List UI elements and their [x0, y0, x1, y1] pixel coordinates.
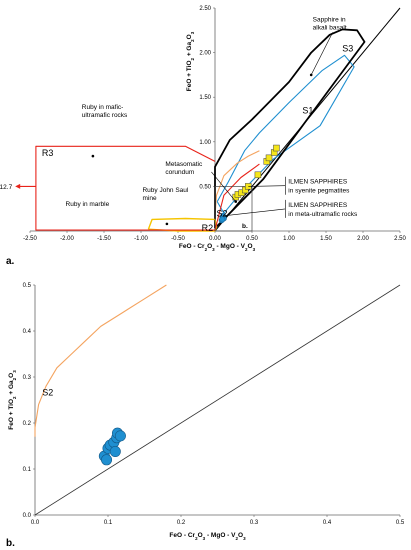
- field-s2: [214, 150, 260, 216]
- data-point-circle: [219, 216, 226, 223]
- legend-text: ILMEN SAPPHIRES: [288, 179, 348, 186]
- data-point-square: [265, 154, 273, 162]
- field-s3: [214, 28, 366, 229]
- legend-pointer: [248, 185, 286, 187]
- annotation-dot: [165, 222, 169, 226]
- x-axis-title: FeO - Cr2O3 - MgO - V2O3: [169, 532, 246, 541]
- x-tick-label: 1.50: [320, 236, 332, 242]
- zoom-box: [214, 186, 253, 232]
- annotation-text: Ruby John Saul: [142, 187, 188, 194]
- data-point-square: [273, 144, 280, 152]
- x-tick-label: -1.50: [97, 236, 111, 242]
- field-label: S3: [342, 44, 353, 54]
- legend-text: in meta-ultramafic rocks: [288, 211, 358, 218]
- x-tick-label: 0.1: [104, 520, 113, 526]
- panel-a-chart: -2.50 -2.00 -1.50 -1.00 -0.50 0.00 0.50 1.00 1.5…: [0, 6, 406, 252]
- leader-line: [211, 171, 236, 202]
- y-tick-label: 0.3: [23, 375, 32, 381]
- x-tick-label: 0.0: [31, 520, 40, 526]
- outlier-arrow-head: [15, 183, 21, 189]
- data-point-circle: [114, 430, 126, 442]
- x-tick-label: 0.4: [323, 520, 332, 526]
- y-tick-label: 0.2: [23, 421, 32, 427]
- x-tick-label: -0.50: [171, 236, 185, 242]
- legend-text: ILMEN SAPPHIRES: [288, 202, 348, 209]
- field-label: S1: [302, 105, 313, 115]
- annotation-text: Sapphire in: [313, 16, 346, 23]
- y-tick-label: 0.50: [199, 184, 211, 190]
- x-tick-label: 0.3: [250, 520, 259, 526]
- y-axis-title: FeO + TiO2 + Ga2O3: [186, 31, 195, 91]
- field-label: S2: [216, 209, 227, 219]
- outlier-value-label: -12.7: [0, 184, 13, 191]
- legend-text: in syenite pegmatites: [288, 188, 350, 195]
- annotation-text: ultramafic rocks: [82, 112, 128, 119]
- y-tick-label: 0.0: [23, 513, 32, 519]
- annotation-text: corundum: [165, 169, 194, 176]
- x-tick-label: -1.00: [134, 236, 148, 242]
- diagonal-line: [34, 284, 401, 516]
- panel-a-label: a.: [6, 256, 15, 267]
- annotation-dot: [91, 154, 95, 158]
- annotation-text: mine: [142, 195, 156, 202]
- field-s2: [34, 284, 167, 437]
- x-tick-label: 2.00: [357, 236, 369, 242]
- x-tick-label: 0.50: [246, 236, 258, 242]
- field-label: R3: [42, 148, 54, 158]
- x-tick-label: 0.2: [177, 520, 186, 526]
- x-axis-title: FeO - Cr2O3 - MgO - V2O3: [179, 243, 256, 252]
- panel-b-chart: 0.0 0.1 0.2 0.3 0.4 0.5 0.0 0.1 0.2 0.3 0.4 0.5 S2 Fe…: [8, 283, 405, 541]
- zoom-box-label: b.: [242, 223, 248, 230]
- legend-pointer: [223, 208, 286, 217]
- field-r3: [35, 145, 260, 231]
- data-point-circle: [109, 446, 121, 458]
- y-axis-title: FeO + TiO2 + Ga2O3: [8, 370, 17, 430]
- y-tick-label: 1.00: [199, 140, 211, 146]
- x-tick-label: -2.50: [23, 236, 37, 242]
- x-tick-label: 1.00: [283, 236, 295, 242]
- x-tick-label: 2.50: [394, 236, 406, 242]
- field-label: S2: [42, 387, 53, 397]
- annotation-text: Metasomatic: [165, 161, 203, 168]
- leader-line: [310, 32, 333, 76]
- y-tick-label: 1.50: [199, 95, 211, 101]
- y-tick-label: 2.50: [199, 6, 211, 12]
- field-label: R2: [202, 223, 214, 233]
- annotation-text: Ruby in marble: [66, 201, 110, 208]
- y-tick-label: 0.1: [23, 467, 32, 473]
- y-tick-label: 2.00: [199, 51, 211, 57]
- panel-b-label: b.: [6, 538, 15, 549]
- data-point-square: [254, 171, 262, 179]
- x-tick-label: -2.00: [60, 236, 74, 242]
- x-tick-label: 0.00: [209, 236, 221, 242]
- field-r2: [147, 217, 218, 232]
- y-tick-label: 0.4: [23, 329, 32, 335]
- annotation-text: alkali basalt: [313, 24, 347, 31]
- annotation-text: Ruby in mafic-: [82, 104, 124, 111]
- x-tick-label: 0.5: [396, 520, 405, 526]
- data-point-circle: [101, 454, 113, 466]
- y-tick-label: 0.5: [23, 283, 32, 289]
